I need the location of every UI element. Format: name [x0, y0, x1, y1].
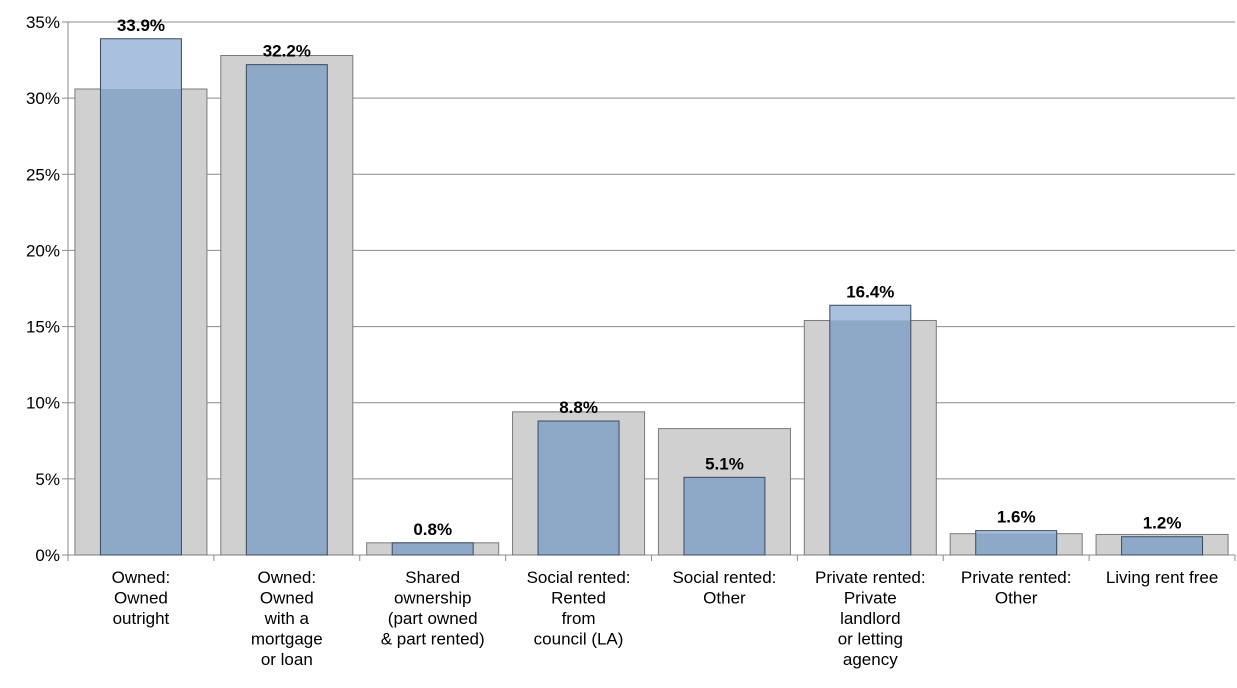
category-label-line: Owned: [112, 568, 171, 587]
bar [1121, 536, 1204, 556]
category-label: Social rented: Rented from council (LA) [527, 568, 631, 649]
bar [391, 542, 474, 556]
data-labels: 33.9% 32.2% 0.8% 8.8% 5.1% 16.4% 1.6% 1.2% [117, 16, 1182, 539]
y-tick-label: 35% [26, 13, 60, 32]
category-label: Owned: Owned outright [112, 568, 171, 628]
category-label-line: Private rented: [815, 568, 926, 587]
category-label: Shared ownership (part owned & part rented) [381, 568, 485, 649]
category-label-line: with a [264, 609, 310, 628]
category-label-line: Living rent free [1106, 568, 1218, 587]
category-label-line: or loan [261, 650, 313, 669]
foreground-bars [99, 38, 1204, 556]
data-label: 8.8% [559, 398, 598, 417]
y-tick-label: 30% [26, 89, 60, 108]
data-label: 33.9% [117, 16, 165, 35]
bar [99, 38, 182, 556]
data-label: 5.1% [705, 454, 744, 473]
category-label-line: agency [843, 650, 898, 669]
category-label-line: mortgage [251, 630, 323, 649]
bar [683, 476, 766, 556]
bar-overlap-segment [246, 64, 328, 555]
category-label: Private rented: Other [961, 568, 1072, 608]
category-label-line: Other [703, 589, 746, 608]
category-label: Social rented: Other [672, 568, 776, 608]
data-label: 0.8% [413, 520, 452, 539]
bar-overlap-segment [683, 477, 765, 555]
bar [975, 530, 1058, 556]
category-label-line: (part owned [388, 609, 478, 628]
y-tick-label: 10% [26, 394, 60, 413]
bar [537, 420, 620, 556]
bar-overlap-segment [1121, 536, 1203, 555]
category-label-line: or letting [838, 630, 903, 649]
y-tick-label: 25% [26, 165, 60, 184]
bar-overflow-segment [100, 38, 182, 90]
y-tick-label: 5% [35, 470, 60, 489]
bar-overflow-segment [829, 305, 911, 321]
category-label-line: Social rented: [672, 568, 776, 587]
y-tick-label: 20% [26, 241, 60, 260]
category-label: Living rent free [1106, 568, 1218, 587]
data-label: 1.6% [997, 508, 1036, 527]
y-tick-label: 15% [26, 318, 60, 337]
category-label-line: Owned [260, 589, 314, 608]
bar-overlap-segment [829, 320, 911, 555]
category-label-line: Private rented: [961, 568, 1072, 587]
category-label-line: outright [113, 609, 170, 628]
category-label-line: Shared [405, 568, 460, 587]
category-label-line: from [562, 609, 596, 628]
category-label: Private rented: Private landlord or letting… [815, 568, 926, 669]
category-label-line: Owned [114, 589, 168, 608]
data-label: 1.2% [1143, 514, 1182, 533]
bar [829, 304, 912, 556]
category-label-line: Private [844, 589, 897, 608]
y-tick-labels: 0% 5% 10% 15% 20% 25% 30% 35% [26, 13, 60, 565]
category-label-line: & part rented) [381, 630, 485, 649]
category-label-line: Owned: [258, 568, 317, 587]
y-tick-label: 0% [35, 546, 60, 565]
bar-overflow-segment [975, 530, 1057, 534]
bar-overlap-segment [392, 542, 474, 555]
data-label: 16.4% [846, 282, 894, 301]
category-label-line: Social rented: [527, 568, 631, 587]
category-label: Owned: Owned with a mortgage or loan [251, 568, 323, 669]
bar [245, 64, 328, 556]
bar-overlap-segment [975, 533, 1057, 555]
category-label-line: landlord [840, 609, 901, 628]
category-label-line: Rented [551, 589, 606, 608]
category-label-line: council (LA) [534, 630, 624, 649]
bar-overlap-segment [538, 420, 620, 555]
bar-overlap-segment [100, 89, 182, 556]
category-label-line: Other [995, 589, 1038, 608]
data-label: 32.2% [263, 42, 311, 61]
category-label-line: ownership [394, 589, 472, 608]
